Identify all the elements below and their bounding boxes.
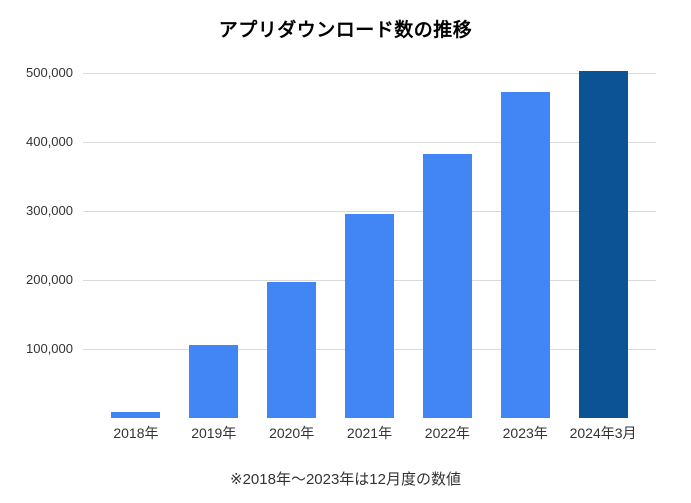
bar-2019年	[189, 344, 239, 418]
y-tick-label: 200,000	[26, 272, 73, 287]
bar-2020年	[267, 282, 317, 418]
gridline	[83, 211, 656, 212]
x-tick-label: 2019年	[191, 425, 237, 441]
bars-container	[97, 70, 642, 418]
y-tick-label: 100,000	[26, 341, 73, 356]
x-axis-labels: 2018年 2019年 2020年 2021年 2022年 2023年 2024年3月	[97, 423, 642, 443]
x-tick-label: 2018年	[113, 425, 159, 441]
x-tick-label: 2024年3月	[569, 425, 637, 441]
bar-slot	[486, 73, 564, 418]
bar-2021年	[345, 213, 394, 418]
footnote: ※2018年〜2023年は12月度の数値	[230, 471, 461, 488]
bar-slot	[97, 73, 175, 418]
x-tick-label: 2021年	[346, 425, 393, 441]
bar-2022年	[422, 153, 472, 418]
gridline	[83, 73, 656, 74]
plot-area	[83, 70, 656, 418]
bar-slot	[175, 73, 253, 418]
bar-2018年	[111, 412, 161, 418]
bar-slot	[408, 73, 486, 418]
gridline	[83, 142, 656, 143]
x-tick-label: 2022年	[424, 425, 470, 441]
bar-2023年	[500, 91, 550, 418]
y-axis-labels: 100,000 200,000 300,000 400,000 500,000	[0, 0, 73, 503]
x-tick-label: 2023年	[502, 425, 548, 441]
chart-title: アプリダウンロード数の推移	[218, 20, 473, 41]
y-tick-label: 300,000	[26, 203, 73, 218]
bar-slot	[331, 73, 409, 418]
y-tick-label: 400,000	[26, 134, 73, 149]
bar-slot	[564, 70, 642, 418]
bar-2024年3月	[578, 70, 628, 418]
bar-slot	[253, 73, 331, 418]
y-tick-label: 500,000	[26, 65, 73, 80]
x-tick-label: 2020年	[269, 425, 315, 441]
